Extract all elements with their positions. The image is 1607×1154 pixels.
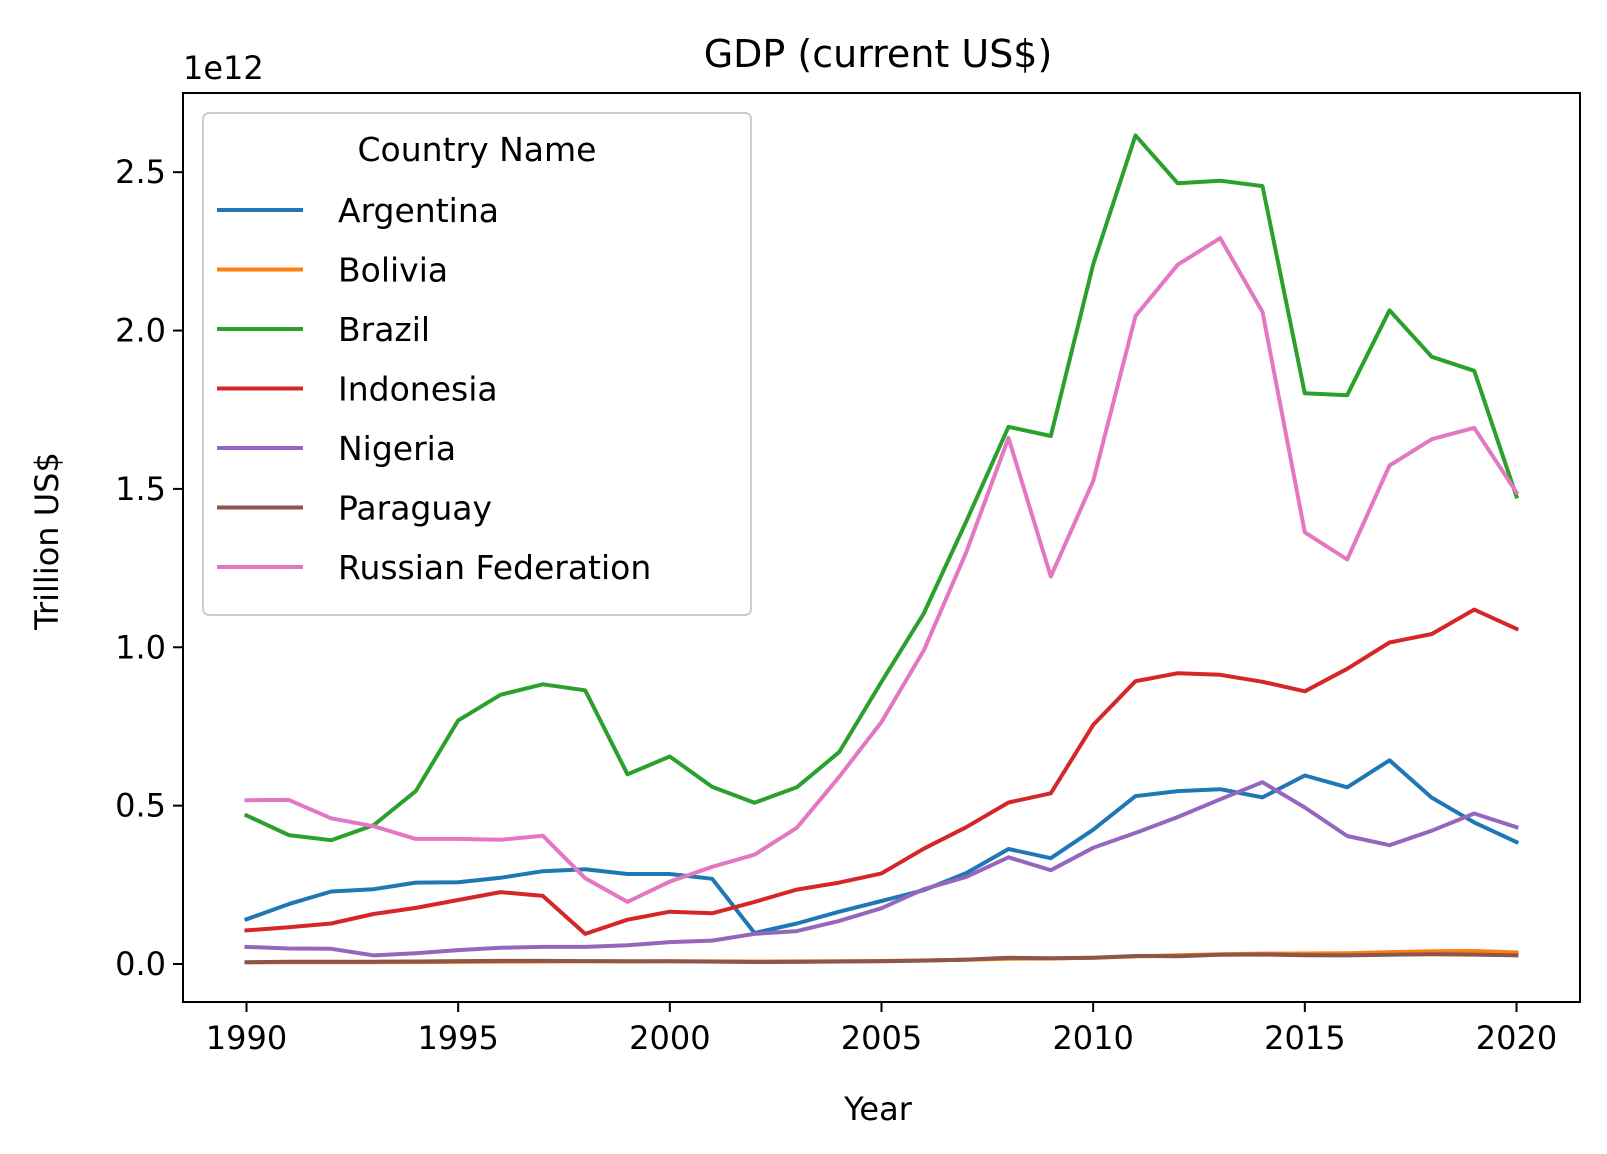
legend-entries: Argentina Bolivia Brazil Indonesia Nigeria Pa… <box>217 191 651 587</box>
x-tick-label: 2015 <box>1264 1019 1345 1057</box>
legend-box <box>202 112 752 616</box>
series-line-russian-federation <box>244 236 1520 904</box>
plot-frame <box>182 92 1581 1003</box>
y-tick-label: 2.0 <box>115 312 166 350</box>
x-tick-label: 2020 <box>1476 1019 1557 1057</box>
series-line-paraguay <box>244 952 1519 965</box>
legend: Country Name Argentina Bolivia Brazil Indon… <box>202 112 752 616</box>
legend-label-nigeria: Nigeria <box>338 429 456 468</box>
legend-label-argentina: Argentina <box>338 191 499 230</box>
legend-label-brazil: Brazil <box>338 310 430 349</box>
x-tick-label: 2010 <box>1052 1019 1133 1057</box>
series-line-argentina <box>243 758 1520 935</box>
x-tick-label: 2005 <box>841 1019 922 1057</box>
series-lines <box>243 133 1520 965</box>
chart-title: GDP (current US$) <box>704 32 1053 76</box>
y-axis-label: Trillion US$ <box>28 452 66 631</box>
x-tick-label: 1990 <box>206 1019 287 1057</box>
y-axis-ticks: 0.0 0.5 1.0 1.5 2.0 2.5 <box>115 153 183 983</box>
legend-label-indonesia: Indonesia <box>338 370 498 409</box>
y-tick-label: 2.5 <box>115 153 166 191</box>
y-offset-label: 1e12 <box>183 49 264 87</box>
x-tick-label: 1995 <box>417 1019 498 1057</box>
y-tick-label: 1.5 <box>115 470 166 508</box>
y-tick-label: 0.5 <box>115 787 166 825</box>
x-tick-label: 2000 <box>629 1019 710 1057</box>
y-tick-label: 1.0 <box>115 628 166 666</box>
x-axis-ticks: 1990 1995 2000 2005 2010 2015 2020 <box>206 1002 1557 1057</box>
legend-label-russian-federation: Russian Federation <box>338 548 651 587</box>
series-line-brazil <box>243 133 1520 843</box>
series-line-nigeria <box>244 780 1520 958</box>
y-tick-label: 0.0 <box>115 945 166 983</box>
legend-label-paraguay: Paraguay <box>338 489 492 528</box>
x-axis-label: Year <box>843 1090 913 1128</box>
legend-label-bolivia: Bolivia <box>338 251 448 290</box>
legend-title: Country Name <box>358 130 597 169</box>
series-line-indonesia <box>244 607 1520 936</box>
